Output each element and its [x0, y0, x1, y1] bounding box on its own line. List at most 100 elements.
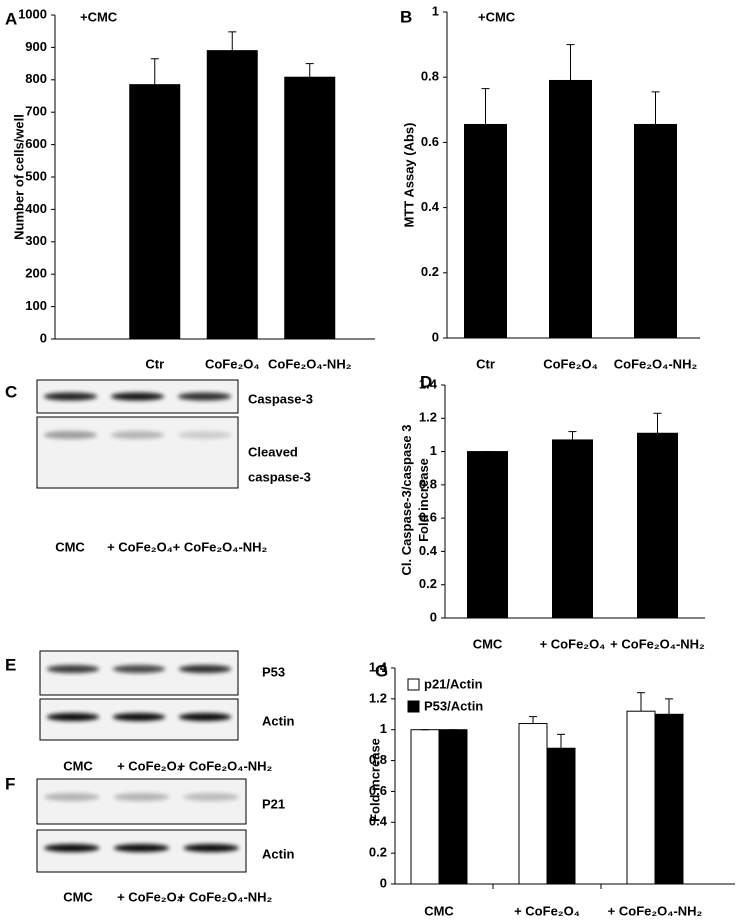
x-tick-label: CoFe₂O₄-NH₂	[268, 356, 352, 371]
bar	[129, 84, 181, 340]
y-tick-label: 0.2	[421, 264, 439, 279]
x-tick-label: + CoFe₂O₄	[540, 636, 606, 651]
legend-label: P53/Actin	[424, 698, 483, 713]
x-tick-label: Ctr	[145, 356, 164, 371]
x-tick-label: Ctr	[476, 356, 495, 371]
bar	[546, 747, 576, 885]
y-tick-label: 0.8	[421, 69, 439, 84]
y-tick-label: 800	[25, 71, 47, 86]
y-axis-label: Number of cells/well	[11, 114, 26, 240]
x-tick-label: CMC	[424, 903, 454, 918]
x-tick-label: CoFe₂O₄	[543, 356, 598, 371]
lane-label: + CoFe₂O₄-NH₂	[173, 539, 268, 554]
lane-label: CMC	[63, 889, 93, 904]
blot-band	[183, 844, 240, 852]
panel-letter: G	[375, 661, 388, 680]
chart-title: +CMC	[478, 9, 516, 24]
x-tick-label: + CoFe₂O₄	[514, 903, 580, 918]
bar	[467, 451, 508, 619]
y-tick-label: 100	[25, 298, 47, 313]
y-tick-label: 0.4	[369, 814, 388, 829]
bar	[438, 729, 468, 885]
blot-band	[112, 665, 166, 673]
y-tick-label: 300	[25, 233, 47, 248]
lane-label: + CoFe₂O₄	[117, 758, 183, 773]
y-tick-label: 900	[25, 39, 47, 54]
y-tick-label: 0.6	[419, 510, 437, 525]
y-tick-label: 600	[25, 136, 47, 151]
blot-band	[110, 431, 165, 439]
blot-band	[177, 431, 232, 439]
lane-label: CMC	[63, 758, 93, 773]
x-tick-label: CoFe₂O₄	[205, 356, 260, 371]
panel-letter: D	[420, 372, 432, 391]
panel-letter: C	[5, 382, 17, 401]
y-tick-label: 0	[40, 330, 47, 345]
blot-row-label: P21	[262, 796, 285, 811]
y-tick-label: 0	[380, 875, 387, 890]
y-tick-label: 1.4	[419, 376, 438, 391]
y-tick-label: 1.2	[369, 690, 387, 705]
y-tick-label: 0.4	[419, 543, 438, 558]
blot-band	[43, 793, 100, 801]
y-tick-label: 1	[430, 443, 437, 458]
y-tick-label: 400	[25, 201, 47, 216]
y-tick-label: 0.4	[421, 199, 440, 214]
lane-label: CMC	[55, 539, 85, 554]
blot-row-label: caspase-3	[248, 469, 311, 484]
chart-title: +CMC	[80, 9, 118, 24]
y-axis-label: Fold increase	[367, 738, 382, 822]
bar	[654, 713, 684, 885]
blot-row-label: Caspase-3	[248, 391, 313, 406]
y-tick-label: 1	[380, 721, 387, 736]
panel-letter: E	[5, 655, 16, 674]
y-axis-label: Cl. Caspase-3/caspase 3	[399, 424, 414, 575]
blot-row-label: Actin	[262, 846, 295, 861]
x-tick-label: + CoFe₂O₄-NH₂	[610, 636, 705, 651]
bar	[206, 50, 258, 340]
y-tick-label: 0	[430, 609, 437, 624]
bar	[626, 710, 656, 885]
bar	[410, 729, 440, 885]
blot-band	[43, 431, 98, 439]
bar	[518, 723, 548, 885]
blot-frame	[36, 778, 247, 825]
y-tick-label: 1	[432, 3, 439, 18]
blot-band	[43, 844, 100, 852]
y-tick-label: 0.6	[369, 783, 387, 798]
y-tick-label: 0.8	[419, 476, 437, 491]
y-tick-label: 0.2	[369, 845, 387, 860]
blot-row-label: Cleaved	[248, 444, 298, 459]
lane-label: + CoFe₂O₄-NH₂	[178, 889, 273, 904]
blot-band	[113, 844, 170, 852]
bar	[549, 79, 592, 339]
bar	[637, 432, 678, 619]
legend-label: p21/Actin	[424, 676, 483, 691]
blot-band	[178, 713, 232, 721]
bar	[464, 123, 507, 339]
lane-label: + CoFe₂O₄	[117, 889, 183, 904]
lane-label: + CoFe₂O₄	[107, 539, 173, 554]
y-tick-label: 1000	[18, 6, 47, 21]
blot-band	[110, 392, 165, 401]
lane-label: + CoFe₂O₄-NH₂	[178, 758, 273, 773]
blot-band	[46, 665, 100, 673]
y-tick-label: 1.4	[369, 659, 388, 674]
blot-band	[43, 392, 98, 401]
blot-band	[177, 392, 232, 401]
blot-band	[178, 665, 232, 673]
y-axis-label: MTT Assay (Abs)	[401, 123, 416, 228]
y-tick-label: 0.8	[369, 752, 387, 767]
blot-band	[113, 793, 170, 801]
y-tick-label: 0.2	[419, 576, 437, 591]
bar	[284, 76, 336, 340]
blot-frame	[36, 416, 239, 489]
x-tick-label: CoFe₂O₄-NH₂	[614, 356, 698, 371]
x-tick-label: CMC	[473, 636, 503, 651]
legend-swatch	[407, 700, 420, 713]
blot-row-label: Actin	[262, 713, 295, 728]
panel-letter: F	[5, 774, 15, 793]
blot-row-label: P53	[262, 664, 285, 679]
y-tick-label: 500	[25, 168, 47, 183]
x-tick-label: + CoFe₂O₄-NH₂	[608, 903, 703, 918]
